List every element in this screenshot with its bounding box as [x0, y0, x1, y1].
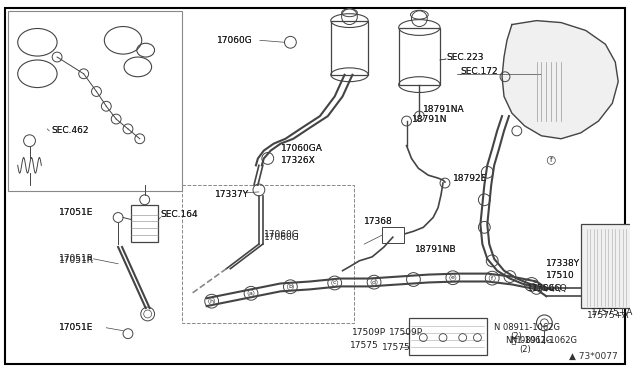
- Text: 17575: 17575: [349, 341, 378, 350]
- Text: 17575+A: 17575+A: [587, 311, 629, 320]
- Text: SEC.223: SEC.223: [446, 52, 483, 61]
- Text: (2): (2): [519, 346, 531, 355]
- Text: 17509P: 17509P: [353, 328, 387, 337]
- Text: SEC.462: SEC.462: [51, 126, 89, 135]
- Text: 17509P: 17509P: [389, 328, 423, 337]
- Text: SEC.462: SEC.462: [51, 126, 89, 135]
- Text: 17506Q: 17506Q: [532, 284, 567, 293]
- Text: f: f: [550, 157, 552, 163]
- Text: b: b: [289, 284, 292, 289]
- Text: 17060G: 17060G: [264, 230, 300, 239]
- Text: 18791NA: 18791NA: [423, 105, 465, 114]
- Text: 18791N: 18791N: [412, 115, 447, 124]
- Text: 17368: 17368: [364, 217, 393, 226]
- Text: 17051E: 17051E: [59, 208, 93, 217]
- Bar: [382, 227, 404, 243]
- Bar: [131, 205, 159, 242]
- Text: 17060G: 17060G: [216, 36, 252, 45]
- Bar: [408, 318, 487, 355]
- Text: SEC.172: SEC.172: [461, 67, 499, 76]
- Text: N࢑1-1062G: N࢑1-1062G: [505, 335, 552, 344]
- Text: 17368: 17368: [364, 217, 393, 226]
- Text: SEC.164: SEC.164: [161, 210, 198, 219]
- Text: 17510: 17510: [547, 271, 575, 280]
- Text: SEC.164: SEC.164: [161, 210, 198, 219]
- Text: 17051R: 17051R: [59, 254, 94, 263]
- Text: 17051E: 17051E: [59, 323, 93, 332]
- Text: 17337Y: 17337Y: [214, 190, 249, 199]
- Text: N 08911-1062G: N 08911-1062G: [494, 323, 560, 332]
- Text: 18791NB: 18791NB: [415, 244, 457, 253]
- Text: c: c: [333, 280, 337, 285]
- Text: (2): (2): [510, 332, 522, 341]
- Text: 17506Q: 17506Q: [527, 284, 563, 293]
- Text: 17051R: 17051R: [59, 256, 94, 265]
- Text: 17060GA: 17060GA: [280, 144, 323, 153]
- Polygon shape: [502, 20, 618, 139]
- Text: SEC.223: SEC.223: [446, 52, 483, 61]
- Bar: [581, 224, 632, 308]
- Text: f: f: [550, 157, 552, 163]
- Text: 17338Y: 17338Y: [547, 259, 580, 268]
- Text: SEC.172: SEC.172: [461, 67, 499, 76]
- Text: h: h: [210, 299, 214, 304]
- Text: a: a: [249, 291, 253, 296]
- Text: 17337Y: 17337Y: [214, 190, 249, 199]
- Bar: [399, 28, 440, 84]
- Text: 18792E: 18792E: [453, 174, 487, 183]
- Text: f: f: [491, 276, 493, 280]
- Text: 18791N: 18791N: [412, 115, 447, 124]
- Text: 17060GA: 17060GA: [280, 144, 323, 153]
- Text: 17575: 17575: [382, 343, 411, 352]
- Text: ▲ 73*0077: ▲ 73*0077: [570, 352, 618, 361]
- Text: 17338Y: 17338Y: [547, 259, 580, 268]
- Text: 17575+A: 17575+A: [591, 308, 633, 317]
- Text: 17051E: 17051E: [59, 323, 93, 332]
- Text: 18792E: 18792E: [453, 174, 487, 183]
- Bar: [8, 11, 182, 191]
- Text: 17060G: 17060G: [216, 36, 252, 45]
- Text: 17510: 17510: [547, 271, 575, 280]
- Bar: [331, 20, 368, 75]
- Text: N 08911-1062G: N 08911-1062G: [511, 336, 577, 344]
- Text: 18791NB: 18791NB: [415, 244, 457, 253]
- Text: 17060G: 17060G: [264, 233, 300, 242]
- Text: 18791NA: 18791NA: [423, 105, 465, 114]
- Text: 17326X: 17326X: [280, 156, 316, 165]
- Text: 17326X: 17326X: [280, 156, 316, 165]
- Text: 17051E: 17051E: [59, 208, 93, 217]
- Text: d: d: [372, 280, 376, 285]
- Bar: [182, 185, 355, 323]
- Text: e: e: [451, 275, 455, 280]
